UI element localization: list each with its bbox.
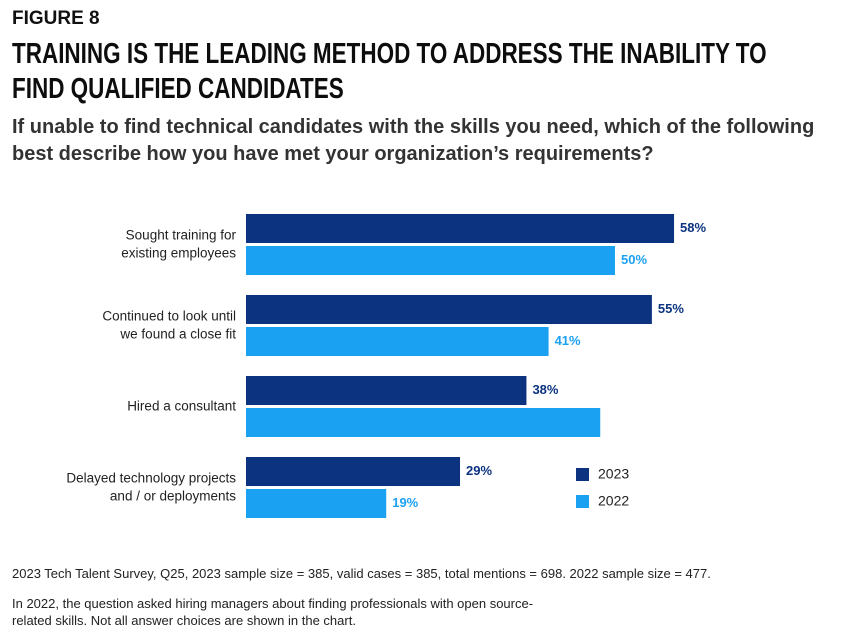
bar bbox=[246, 246, 615, 275]
value-label: 50% bbox=[621, 252, 647, 267]
category-label-line: Continued to look until bbox=[102, 308, 236, 323]
category-label-line: and / or deployments bbox=[110, 488, 236, 503]
bar bbox=[246, 327, 549, 356]
value-label: 41% bbox=[555, 333, 581, 348]
footnote: In 2022, the question asked hiring manag… bbox=[12, 596, 534, 628]
legend-swatch bbox=[576, 468, 589, 481]
value-label: 19% bbox=[392, 495, 418, 510]
value-label: 58% bbox=[680, 220, 706, 235]
bar bbox=[246, 295, 652, 324]
legend-label: 2022 bbox=[598, 493, 629, 509]
legend-label: 2023 bbox=[598, 466, 629, 482]
chart-title: TRAINING IS THE LEADING METHOD TO ADDRES… bbox=[12, 38, 767, 105]
bar bbox=[246, 489, 387, 518]
category-label-line: Sought training for bbox=[126, 227, 237, 242]
bar bbox=[246, 408, 601, 437]
value-label: 38% bbox=[532, 382, 558, 397]
chart: Sought training for existing employees 58%… bbox=[66, 214, 706, 518]
category-label-line: we found a close fit bbox=[119, 326, 236, 341]
bar bbox=[246, 457, 461, 486]
bar bbox=[246, 376, 527, 405]
category-label: Sought training for existing employees bbox=[121, 227, 236, 260]
bar bbox=[246, 214, 675, 243]
footnote: 2023 Tech Talent Survey, Q25, 2023 sampl… bbox=[12, 566, 711, 581]
chart-subtitle: If unable to find technical candidates w… bbox=[12, 116, 815, 165]
legend-swatch bbox=[576, 495, 589, 508]
category-label-line: Delayed technology projects bbox=[66, 470, 236, 485]
figure-label: FIGURE 8 bbox=[12, 8, 100, 29]
value-label: 55% bbox=[658, 301, 684, 316]
category-label-line: Hired a consultant bbox=[127, 398, 236, 413]
category-label: Continued to look until we found a close … bbox=[102, 308, 236, 341]
category-label-line: existing employees bbox=[121, 245, 236, 260]
value-label: 29% bbox=[466, 463, 492, 478]
category-label: Hired a consultant bbox=[127, 398, 236, 413]
category-label: Delayed technology projects and / or depl… bbox=[66, 470, 236, 503]
